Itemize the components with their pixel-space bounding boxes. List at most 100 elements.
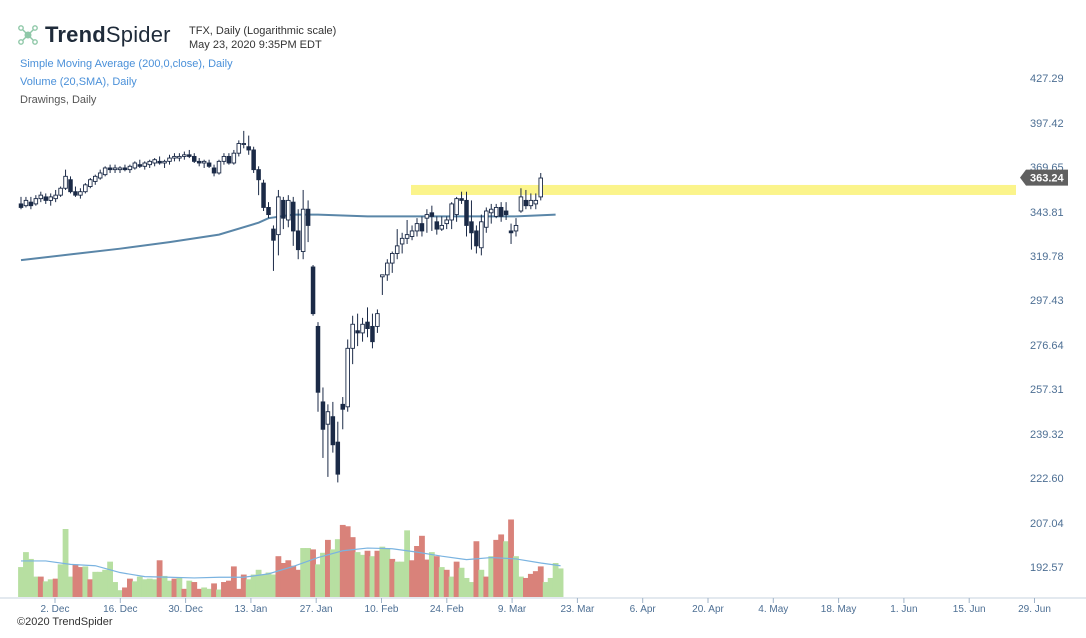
candle-body [122, 167, 128, 171]
volume-bar [255, 569, 262, 597]
volume-bar [166, 580, 173, 597]
candle-body [409, 230, 415, 237]
candle-body [399, 237, 405, 245]
x-tick-label: 2. Dec [41, 604, 70, 615]
volume-bar [290, 565, 297, 597]
candle-body [157, 160, 162, 164]
candle-body [518, 196, 524, 212]
volume-bar [245, 579, 252, 597]
indicator-volume-label[interactable]: Volume (20,SMA), Daily [20, 76, 137, 88]
candle-body [261, 182, 266, 208]
candle-body [231, 152, 237, 164]
candle-body [310, 266, 316, 315]
resistance-band [411, 184, 1016, 195]
volume-bar [235, 588, 242, 597]
volume-bar [42, 581, 49, 597]
candle-body [83, 184, 88, 193]
volume-bar [325, 539, 331, 597]
volume-bar [389, 558, 396, 597]
volume-bar [82, 566, 89, 597]
volume-bar [18, 567, 24, 597]
candle-body [503, 210, 509, 216]
candle-body [33, 198, 39, 205]
candle-body [479, 221, 484, 249]
volume-bar [438, 567, 445, 597]
candle-body [18, 203, 24, 208]
volume-bar [527, 573, 534, 597]
candle-body [162, 160, 167, 164]
x-tick-label: 10. Feb [365, 604, 399, 615]
candle-body [38, 194, 44, 200]
y-tick-label: 239.32 [1030, 429, 1064, 441]
candle-body [221, 155, 227, 162]
last-price-label: 363.24 [1030, 173, 1065, 185]
x-tick-label: 24. Feb [430, 604, 464, 615]
volume-bar [300, 548, 307, 597]
x-tick-label: 1. Jun [890, 604, 917, 615]
volume-bar [196, 588, 203, 597]
candle-body [241, 143, 246, 145]
volume-bar [349, 537, 356, 597]
candle-body [281, 199, 286, 219]
volume-bar [315, 564, 321, 597]
candle-body [43, 196, 49, 201]
x-tick-label: 29. Jun [1018, 604, 1051, 615]
volume-bar [468, 582, 475, 597]
volume-bar [359, 554, 366, 597]
candle-body [523, 199, 529, 207]
volume-bar [270, 574, 277, 597]
volume-bar [191, 582, 198, 597]
candle-body [48, 196, 53, 201]
volume-bar [37, 576, 44, 597]
y-tick-label: 257.31 [1030, 384, 1064, 396]
candle-body [528, 199, 534, 207]
volume-bar [310, 549, 316, 597]
volume-bar [156, 560, 163, 597]
volume-bar [344, 526, 351, 597]
indicator-drawings-label[interactable]: Drawings, Daily [20, 94, 97, 106]
brand-logo[interactable]: TrendSpider [17, 22, 171, 48]
volume-bar [374, 550, 381, 597]
candle-body [191, 155, 197, 162]
last-price-badge [1020, 169, 1068, 186]
candle-body [216, 160, 222, 174]
candle-body [340, 403, 346, 410]
candle-body [330, 416, 336, 446]
volume-bar [151, 579, 158, 597]
volume-bar [112, 582, 118, 597]
volume-bar [557, 568, 564, 597]
volume-bar [67, 576, 74, 597]
volume-bar [201, 587, 208, 597]
volume-bar [379, 546, 386, 597]
candle-body [320, 401, 326, 430]
volume-bar [57, 564, 64, 597]
volume-bar [102, 569, 109, 597]
candle-body [127, 165, 133, 171]
candle-body [370, 325, 375, 343]
volume-bar [518, 576, 524, 597]
volume-bar [394, 561, 401, 597]
volume-bar [547, 577, 554, 597]
volume-bar [334, 539, 341, 597]
y-tick-label: 319.78 [1030, 251, 1064, 263]
volume-bar [260, 574, 267, 597]
volume-bar [87, 579, 94, 597]
indicator-sma-label[interactable]: Simple Moving Average (200,0,close), Dai… [20, 58, 233, 70]
candle-body [266, 206, 271, 216]
sma-layer [20, 213, 556, 262]
volume-bar [478, 569, 485, 597]
candle-body [315, 325, 321, 393]
candle-body [147, 160, 152, 166]
volume-bar [92, 571, 99, 597]
candle-body [404, 234, 410, 239]
x-tick-label: 27. Jan [300, 604, 333, 615]
candle-body [454, 198, 459, 216]
y-tick-label: 222.60 [1030, 473, 1064, 485]
volume-bar [443, 569, 450, 597]
y-tick-label: 297.43 [1030, 295, 1064, 307]
candle-body [295, 230, 301, 251]
volume-bar [493, 539, 500, 597]
candle-body [394, 245, 400, 254]
volume-bar [171, 578, 178, 597]
